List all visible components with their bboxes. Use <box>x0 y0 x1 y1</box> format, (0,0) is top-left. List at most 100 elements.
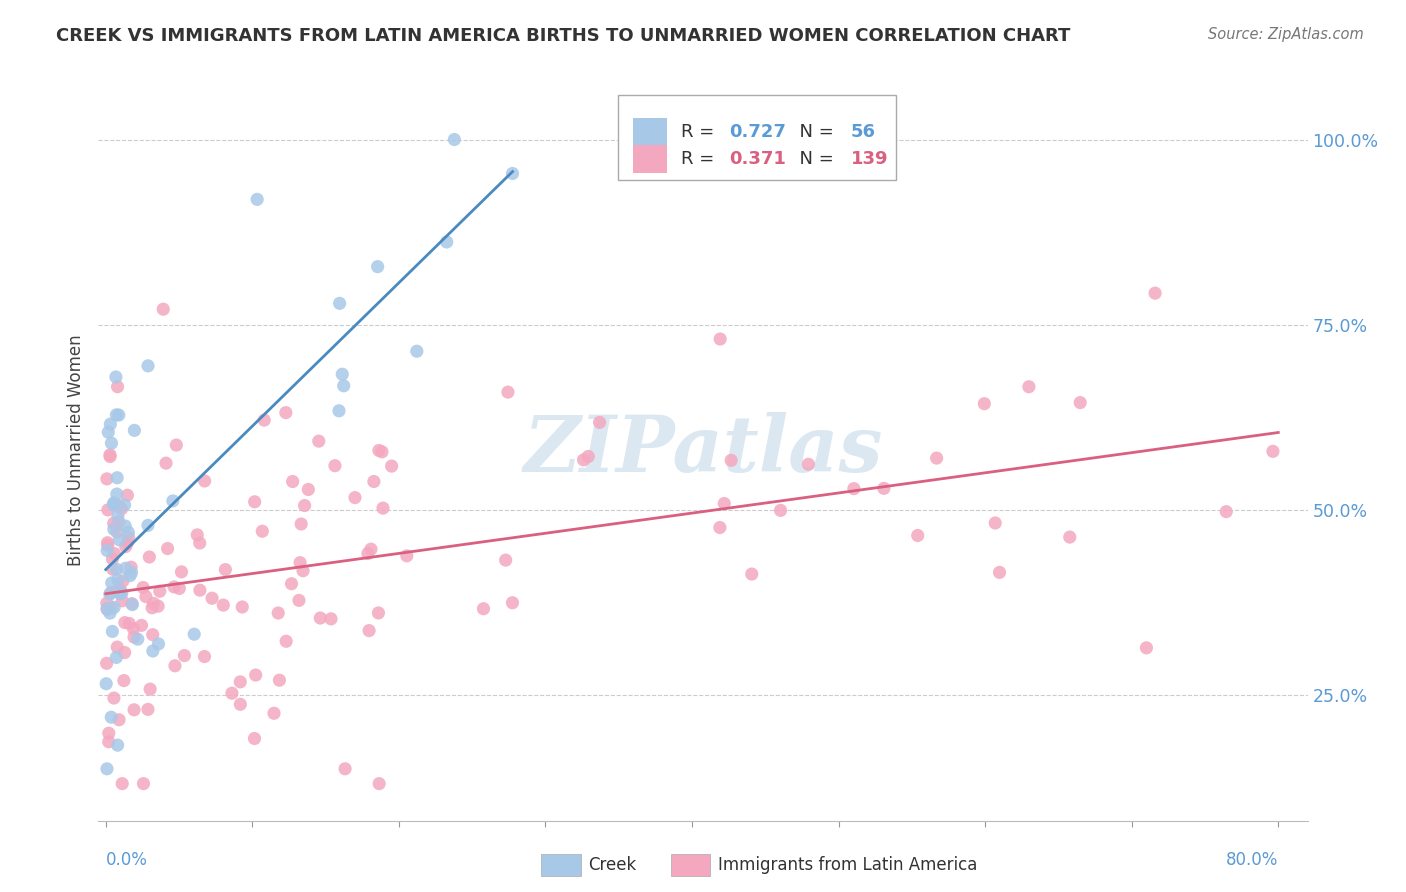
Point <box>243 495 266 509</box>
Text: 139: 139 <box>851 150 889 168</box>
Point <box>114 615 136 630</box>
Point <box>105 487 128 501</box>
Point <box>105 524 128 539</box>
Point <box>114 540 136 554</box>
Point <box>103 496 125 510</box>
Point <box>110 587 132 601</box>
Point <box>148 637 170 651</box>
Point <box>221 686 243 700</box>
Text: CREEK VS IMMIGRANTS FROM LATIN AMERICA BIRTHS TO UNMARRIED WOMEN CORRELATION CHA: CREEK VS IMMIGRANTS FROM LATIN AMERICA B… <box>56 27 1070 45</box>
Point <box>436 235 458 249</box>
Point <box>100 601 122 615</box>
Point <box>135 590 157 604</box>
Point <box>713 496 735 510</box>
Point <box>122 622 145 636</box>
Point <box>120 560 142 574</box>
Point <box>97 726 120 740</box>
FancyBboxPatch shape <box>633 145 666 173</box>
Point <box>229 674 252 689</box>
Point <box>103 498 125 512</box>
Point <box>117 536 139 550</box>
Point <box>988 566 1011 580</box>
Point <box>173 648 195 663</box>
Point <box>169 582 191 596</box>
Point <box>107 515 129 529</box>
Point <box>103 600 125 615</box>
Point <box>111 594 134 608</box>
Point <box>371 445 394 459</box>
FancyBboxPatch shape <box>619 95 897 180</box>
Point <box>212 598 235 612</box>
Point <box>114 498 136 512</box>
Point <box>98 448 121 462</box>
Point <box>124 423 146 437</box>
Point <box>120 568 142 582</box>
Point <box>188 583 211 598</box>
Point <box>1215 505 1237 519</box>
Point <box>96 543 118 558</box>
Point <box>281 475 304 489</box>
Point <box>290 516 312 531</box>
Point <box>138 549 160 564</box>
Point <box>98 450 121 464</box>
Point <box>243 731 266 746</box>
Text: N =: N = <box>787 150 839 168</box>
Point <box>1144 286 1167 301</box>
Point <box>294 499 316 513</box>
Point <box>367 260 389 274</box>
Point <box>155 456 177 470</box>
Point <box>149 584 172 599</box>
Point <box>357 546 380 560</box>
Point <box>101 562 124 576</box>
Text: 0.371: 0.371 <box>730 150 786 168</box>
Point <box>229 698 252 712</box>
Text: Creek: Creek <box>588 856 636 874</box>
Point <box>333 762 356 776</box>
Point <box>502 166 524 180</box>
Point <box>96 677 118 691</box>
Point <box>142 596 165 610</box>
Point <box>101 624 124 639</box>
Point <box>97 735 120 749</box>
Point <box>925 451 948 466</box>
Text: 0.0%: 0.0% <box>105 851 148 869</box>
Point <box>136 359 159 373</box>
Point <box>292 564 315 578</box>
Point <box>111 585 134 599</box>
Point <box>132 776 155 791</box>
Point <box>117 488 139 502</box>
Point <box>118 531 141 545</box>
Point <box>105 584 128 599</box>
Point <box>842 482 865 496</box>
Point <box>96 602 118 616</box>
Point <box>252 524 274 539</box>
Point <box>769 503 792 517</box>
Point <box>132 581 155 595</box>
Point <box>274 406 297 420</box>
Point <box>1261 444 1284 458</box>
Point <box>108 713 131 727</box>
Point <box>136 518 159 533</box>
Point <box>253 413 276 427</box>
Point <box>100 575 122 590</box>
Text: 56: 56 <box>851 123 876 141</box>
Text: 80.0%: 80.0% <box>1226 851 1278 869</box>
Point <box>276 634 298 648</box>
Point <box>367 443 389 458</box>
Point <box>1018 380 1040 394</box>
Point <box>114 519 136 533</box>
Point <box>96 762 118 776</box>
Point <box>188 536 211 550</box>
Point <box>97 425 120 440</box>
Point <box>163 580 186 594</box>
Point <box>108 499 131 513</box>
Point <box>121 566 143 580</box>
Point <box>214 563 236 577</box>
Text: Source: ZipAtlas.com: Source: ZipAtlas.com <box>1208 27 1364 42</box>
Point <box>156 541 179 556</box>
Point <box>104 370 127 384</box>
Point <box>246 193 269 207</box>
Point <box>308 434 330 449</box>
Point <box>98 606 121 620</box>
Point <box>907 528 929 542</box>
